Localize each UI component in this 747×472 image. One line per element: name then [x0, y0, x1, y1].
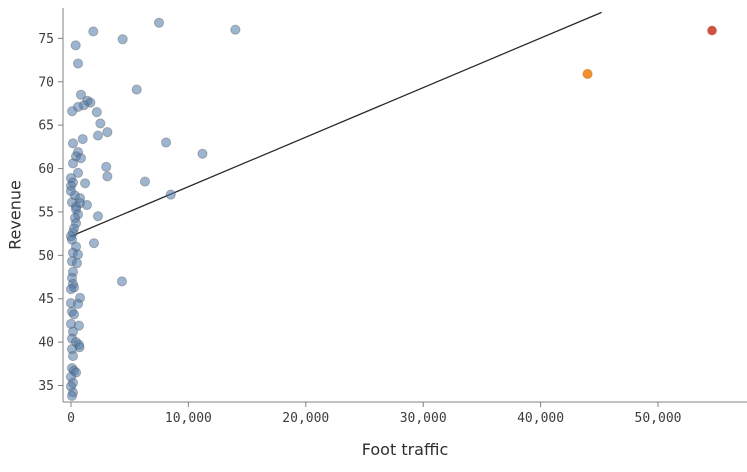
trend-line: [70, 11, 602, 237]
y-tick-label: 70: [38, 75, 54, 90]
y-tick-label: 60: [38, 162, 54, 177]
data-point-stores[interactable]: [95, 118, 106, 129]
data-point-stores[interactable]: [70, 40, 81, 51]
y-tick-label: 65: [38, 119, 54, 134]
data-point-stores[interactable]: [67, 158, 79, 169]
x-tick-label: 50,000: [635, 411, 682, 426]
x-tick-label: 10,000: [165, 411, 212, 426]
data-point-stores[interactable]: [81, 199, 93, 211]
data-point-stores[interactable]: [72, 298, 84, 310]
data-point-stores[interactable]: [230, 24, 241, 35]
data-point-stores[interactable]: [67, 106, 78, 117]
y-tick-label: 40: [38, 336, 54, 351]
x-axis-title: Foot traffic: [361, 440, 449, 459]
data-point-stores[interactable]: [66, 390, 78, 402]
data-point-stores[interactable]: [92, 130, 104, 141]
data-point-stores[interactable]: [102, 171, 113, 182]
data-point-stores[interactable]: [117, 34, 128, 45]
y-axis-title: Revenue: [5, 180, 25, 250]
data-point-stores[interactable]: [79, 178, 91, 189]
data-point-stores[interactable]: [75, 153, 87, 164]
y-tick-label: 35: [38, 379, 54, 394]
data-point-stores[interactable]: [160, 137, 172, 148]
data-point-stores[interactable]: [88, 26, 99, 37]
y-tick-label: 50: [38, 249, 54, 264]
data-point-stores[interactable]: [131, 84, 142, 95]
data-point-stores[interactable]: [116, 276, 128, 287]
data-point-stores[interactable]: [67, 350, 79, 362]
data-point-stores[interactable]: [88, 238, 100, 249]
data-point-stores[interactable]: [72, 167, 84, 178]
data-point-stores[interactable]: [153, 17, 165, 28]
data-point-stores[interactable]: [91, 107, 102, 118]
data-point-stores[interactable]: [67, 138, 79, 149]
data-point-stores[interactable]: [68, 309, 80, 320]
data-point-stores[interactable]: [75, 89, 87, 100]
x-tick-label: 20,000: [282, 411, 329, 426]
data-point-highlight-orange[interactable]: [582, 68, 593, 80]
y-tick-label: 75: [38, 32, 54, 47]
x-tick-label: 30,000: [400, 411, 447, 426]
data-point-stores[interactable]: [101, 161, 112, 172]
data-point-stores[interactable]: [65, 284, 77, 295]
x-tick-label: 40,000: [517, 411, 564, 426]
data-point-stores[interactable]: [197, 148, 208, 159]
y-tick-label: 45: [38, 292, 54, 307]
data-point-stores[interactable]: [165, 189, 176, 200]
y-tick-label: 55: [38, 205, 54, 220]
x-tick-label: 0: [67, 411, 75, 426]
data-point-stores[interactable]: [71, 258, 83, 269]
data-point-highlight-red[interactable]: [707, 25, 717, 36]
data-point-stores[interactable]: [66, 234, 78, 245]
data-point-stores[interactable]: [77, 133, 88, 145]
data-point-stores[interactable]: [92, 211, 104, 222]
data-point-stores[interactable]: [102, 127, 113, 138]
data-point-stores[interactable]: [139, 176, 151, 187]
data-point-stores[interactable]: [72, 58, 84, 69]
data-point-stores[interactable]: [73, 320, 85, 331]
